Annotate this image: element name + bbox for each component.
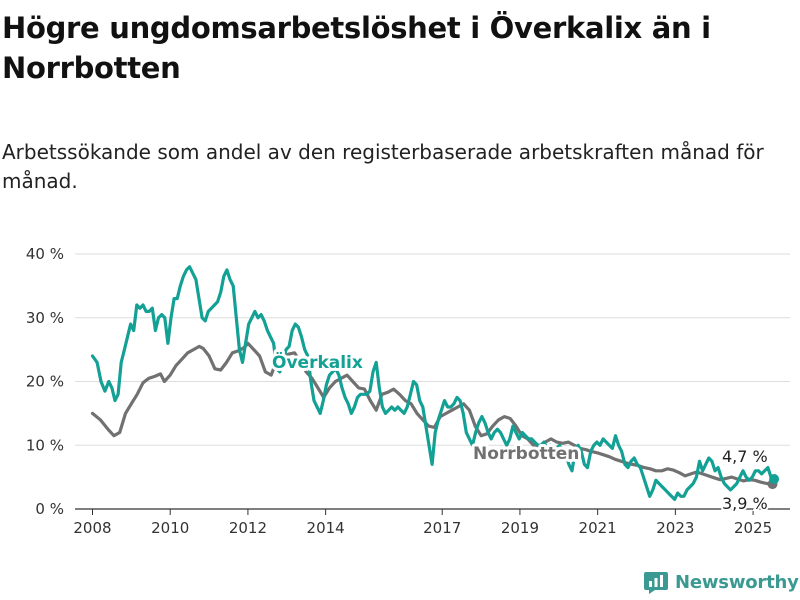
x-tick-label: 2008	[73, 519, 111, 537]
y-tick-label: 0 %	[35, 500, 64, 518]
end-label-norrbotten: 3,9 %	[722, 494, 768, 513]
chart-subtitle: Arbetssökande som andel av den registerb…	[2, 140, 764, 193]
x-tick-label: 2023	[656, 519, 694, 537]
x-tick-label: 2019	[501, 519, 539, 537]
series-label-norrbotten: Norrbotten	[473, 444, 579, 464]
x-tick-label: 2021	[579, 519, 617, 537]
x-tick-label: 2017	[423, 519, 461, 537]
y-tick-label: 10 %	[26, 436, 64, 454]
series-line-norrbotten	[90, 341, 775, 486]
newsworthy-brand: Newsworthy	[644, 568, 799, 596]
brand-name: Newsworthy	[675, 571, 799, 593]
x-tick-label: 2010	[151, 519, 189, 537]
end-label-overkalix: 4,7 %	[722, 447, 768, 466]
x-tick-label: 2014	[307, 519, 345, 537]
series-label-overkalix: Överkalix	[272, 351, 363, 373]
x-tick-label: 2012	[229, 519, 267, 537]
y-tick-label: 40 %	[26, 245, 64, 263]
y-tick-label: 30 %	[26, 309, 64, 327]
y-tick-label: 20 %	[26, 373, 64, 391]
bar-chart-logo-icon	[644, 572, 668, 594]
series-line-overkalix	[90, 265, 776, 501]
chart-title: Högre ungdomsarbetslöshet i Överkalix än…	[2, 11, 711, 85]
x-tick-label: 2025	[734, 519, 772, 537]
end-point-overkalix	[769, 474, 780, 485]
